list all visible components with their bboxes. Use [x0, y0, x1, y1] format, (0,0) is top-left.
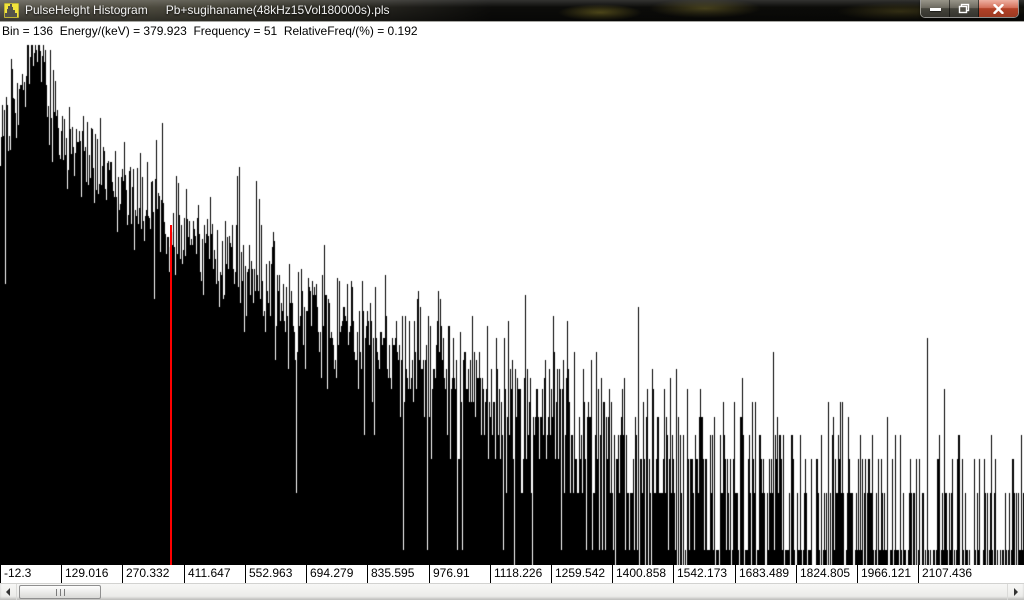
window-controls — [920, 0, 1019, 18]
restore-button[interactable] — [950, 0, 979, 17]
scrollbar-thumb[interactable] — [19, 585, 101, 599]
x-tick-label: 552.963 — [245, 565, 292, 583]
scroll-left-button[interactable] — [0, 584, 17, 600]
x-tick-label: 1400.858 — [612, 565, 666, 583]
x-tick-label: 694.279 — [306, 565, 353, 583]
window-title-app: PulseHeight Histogram — [25, 3, 148, 17]
close-button[interactable] — [979, 0, 1018, 17]
x-tick-label: 835.595 — [367, 565, 414, 583]
minimize-icon — [929, 8, 941, 11]
x-tick-label: 2107.436 — [918, 565, 972, 583]
scroll-right-button[interactable] — [1007, 584, 1024, 600]
title-bar[interactable]: PulseHeight Histogram Pb+sugihaname(48kHz… — [0, 0, 1024, 22]
arrow-left-icon — [6, 588, 10, 596]
x-tick-label: 1966.121 — [857, 565, 911, 583]
x-tick-label: 1824.805 — [796, 565, 850, 583]
scrollbar-grip-icon — [55, 588, 65, 596]
cursor-line[interactable] — [170, 225, 172, 565]
x-tick-label: -12.3 — [0, 565, 31, 583]
arrow-right-icon — [1014, 588, 1018, 596]
histogram-canvas[interactable] — [0, 22, 1024, 565]
restore-icon — [958, 3, 970, 14]
x-tick-label: 129.016 — [61, 565, 108, 583]
app-icon — [4, 3, 19, 18]
x-tick-label: 976.91 — [429, 565, 470, 583]
close-icon — [993, 3, 1004, 14]
x-tick-label: 270.332 — [122, 565, 169, 583]
cursor-info-readout: Bin = 136 Energy/(keV) = 379.923 Frequen… — [2, 24, 418, 38]
x-tick-label: 1542.173 — [673, 565, 727, 583]
x-axis: -12.3 129.016 270.332 411.647 552.963 694.279… — [0, 565, 1024, 583]
x-tick-label: 1259.542 — [551, 565, 605, 583]
x-tick-label: 1118.226 — [490, 565, 542, 583]
window-title-file: Pb+sugihaname(48kHz15Vol180000s).pls — [165, 3, 390, 17]
x-tick-label: 1683.489 — [735, 565, 789, 583]
minimize-button[interactable] — [921, 0, 950, 17]
histogram-plot-area[interactable]: Bin = 136 Energy/(keV) = 379.923 Frequen… — [0, 22, 1024, 565]
window-title: PulseHeight Histogram Pb+sugihaname(48kHz… — [25, 3, 390, 17]
x-tick-label: 411.647 — [184, 565, 231, 583]
horizontal-scrollbar[interactable] — [0, 583, 1024, 600]
